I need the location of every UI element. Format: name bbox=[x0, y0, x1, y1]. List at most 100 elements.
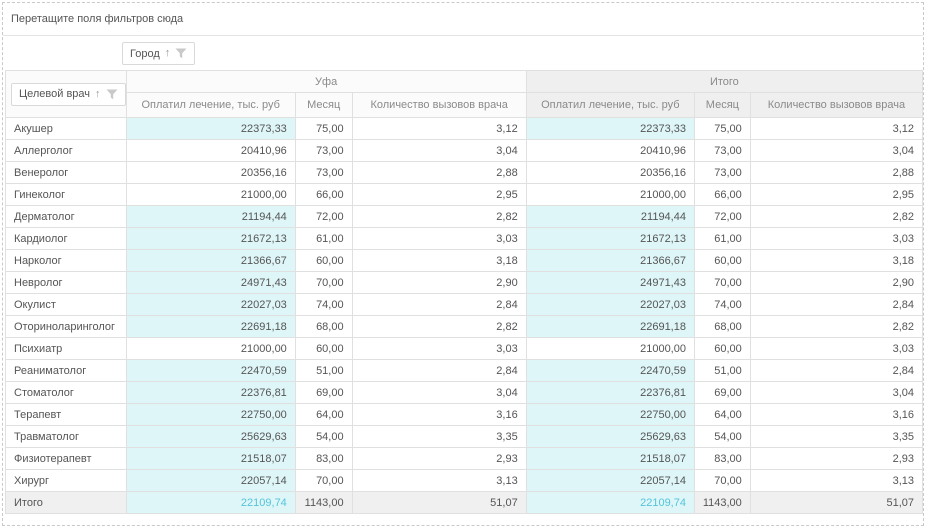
calls-cell-ufa[interactable]: 3,03 bbox=[351, 227, 527, 250]
paid-cell-total[interactable]: 22373,33 bbox=[525, 117, 695, 140]
calls-cell-ufa[interactable]: 2,82 bbox=[351, 315, 527, 338]
month-cell-total[interactable]: 72,00 bbox=[693, 205, 751, 228]
month-cell-total[interactable]: 70,00 bbox=[693, 271, 751, 294]
calls-cell-total[interactable]: 2,84 bbox=[749, 359, 924, 382]
paid-cell-ufa[interactable]: 25629,63 bbox=[125, 425, 296, 448]
calls-cell-ufa[interactable]: 2,88 bbox=[351, 161, 527, 184]
paid-cell-total[interactable]: 21366,67 bbox=[525, 249, 695, 272]
sort-ascending-icon[interactable]: ↑ bbox=[95, 87, 101, 100]
paid-cell-total[interactable]: 22750,00 bbox=[525, 403, 695, 426]
month-cell-ufa[interactable]: 61,00 bbox=[294, 227, 353, 250]
row-label-cell[interactable]: Кардиолог bbox=[5, 227, 127, 250]
calls-cell-total[interactable]: 3,04 bbox=[749, 381, 924, 404]
calls-cell-total[interactable]: 3,03 bbox=[749, 337, 924, 360]
row-label-cell[interactable]: Реаниматолог bbox=[5, 359, 127, 382]
paid-cell-ufa[interactable]: 21000,00 bbox=[125, 183, 296, 206]
month-cell-ufa[interactable]: 70,00 bbox=[294, 469, 353, 492]
calls-cell-total[interactable]: 2,90 bbox=[749, 271, 924, 294]
month-cell-ufa[interactable]: 72,00 bbox=[294, 205, 353, 228]
month-cell-ufa[interactable]: 60,00 bbox=[294, 337, 353, 360]
column-field-chip-city[interactable]: Город ↑ bbox=[122, 42, 196, 65]
paid-cell-total[interactable]: 22109,74 bbox=[525, 491, 695, 514]
filter-drop-zone[interactable]: Перетащите поля фильтров сюда bbox=[3, 3, 923, 36]
month-cell-total[interactable]: 60,00 bbox=[693, 249, 751, 272]
month-cell-total[interactable]: 69,00 bbox=[693, 381, 751, 404]
month-cell-total[interactable]: 61,00 bbox=[693, 227, 751, 250]
calls-cell-total[interactable]: 3,04 bbox=[749, 139, 924, 162]
calls-cell-total[interactable]: 3,16 bbox=[749, 403, 924, 426]
paid-cell-ufa[interactable]: 22470,59 bbox=[125, 359, 296, 382]
calls-cell-total[interactable]: 3,13 bbox=[749, 469, 924, 492]
paid-cell-ufa[interactable]: 22373,33 bbox=[125, 117, 296, 140]
calls-cell-ufa[interactable]: 3,03 bbox=[351, 337, 527, 360]
row-label-cell[interactable]: Стоматолог bbox=[5, 381, 127, 404]
paid-cell-total[interactable]: 22376,81 bbox=[525, 381, 695, 404]
month-cell-total[interactable]: 60,00 bbox=[693, 337, 751, 360]
paid-cell-ufa[interactable]: 22691,18 bbox=[125, 315, 296, 338]
calls-cell-total[interactable]: 3,12 bbox=[749, 117, 924, 140]
row-label-cell[interactable]: Дерматолог bbox=[5, 205, 127, 228]
month-cell-ufa[interactable]: 73,00 bbox=[294, 161, 353, 184]
row-label-cell[interactable]: Оториноларинголог bbox=[5, 315, 127, 338]
calls-cell-total[interactable]: 3,03 bbox=[749, 227, 924, 250]
paid-cell-total[interactable]: 22691,18 bbox=[525, 315, 695, 338]
calls-cell-ufa[interactable]: 3,04 bbox=[351, 381, 527, 404]
paid-cell-total[interactable]: 22027,03 bbox=[525, 293, 695, 316]
month-cell-total[interactable]: 64,00 bbox=[693, 403, 751, 426]
month-cell-total[interactable]: 73,00 bbox=[693, 139, 751, 162]
calls-cell-ufa[interactable]: 2,93 bbox=[351, 447, 527, 470]
month-cell-ufa[interactable]: 74,00 bbox=[294, 293, 353, 316]
month-cell-total[interactable]: 51,00 bbox=[693, 359, 751, 382]
paid-cell-total[interactable]: 20410,96 bbox=[525, 139, 695, 162]
calls-cell-total[interactable]: 2,95 bbox=[749, 183, 924, 206]
month-cell-total[interactable]: 66,00 bbox=[693, 183, 751, 206]
month-cell-total[interactable]: 73,00 bbox=[693, 161, 751, 184]
row-label-cell[interactable]: Венеролог bbox=[5, 161, 127, 184]
paid-cell-ufa[interactable]: 22750,00 bbox=[125, 403, 296, 426]
paid-cell-total[interactable]: 21518,07 bbox=[525, 447, 695, 470]
paid-cell-total[interactable]: 22470,59 bbox=[525, 359, 695, 382]
paid-cell-ufa[interactable]: 20356,16 bbox=[125, 161, 296, 184]
month-cell-ufa[interactable]: 66,00 bbox=[294, 183, 353, 206]
paid-cell-total[interactable]: 20356,16 bbox=[525, 161, 695, 184]
month-cell-total[interactable]: 74,00 bbox=[693, 293, 751, 316]
paid-cell-total[interactable]: 25629,63 bbox=[525, 425, 695, 448]
calls-cell-total[interactable]: 2,93 bbox=[749, 447, 924, 470]
month-cell-total[interactable]: 54,00 bbox=[693, 425, 751, 448]
month-cell-total[interactable]: 75,00 bbox=[693, 117, 751, 140]
month-cell-ufa[interactable]: 69,00 bbox=[294, 381, 353, 404]
paid-cell-ufa[interactable]: 22109,74 bbox=[125, 491, 296, 514]
row-label-cell[interactable]: Терапевт bbox=[5, 403, 127, 426]
row-field-chip-target-doctor[interactable]: Целевой врач ↑ bbox=[11, 82, 126, 106]
calls-cell-total[interactable]: 3,35 bbox=[749, 425, 924, 448]
paid-cell-total[interactable]: 21000,00 bbox=[525, 337, 695, 360]
column-fields-zone[interactable]: Город ↑ bbox=[3, 36, 923, 70]
calls-cell-ufa[interactable]: 3,35 bbox=[351, 425, 527, 448]
row-label-cell[interactable]: Физиотерапевт bbox=[5, 447, 127, 470]
calls-cell-total[interactable]: 2,82 bbox=[749, 315, 924, 338]
row-label-cell[interactable]: Акушер bbox=[5, 117, 127, 140]
month-cell-total[interactable]: 83,00 bbox=[693, 447, 751, 470]
paid-cell-total[interactable]: 21672,13 bbox=[525, 227, 695, 250]
month-cell-ufa[interactable]: 73,00 bbox=[294, 139, 353, 162]
calls-cell-ufa[interactable]: 3,04 bbox=[351, 139, 527, 162]
calls-cell-ufa[interactable]: 3,16 bbox=[351, 403, 527, 426]
paid-cell-ufa[interactable]: 21000,00 bbox=[125, 337, 296, 360]
month-cell-total[interactable]: 70,00 bbox=[693, 469, 751, 492]
calls-cell-ufa[interactable]: 2,95 bbox=[351, 183, 527, 206]
month-cell-ufa[interactable]: 75,00 bbox=[294, 117, 353, 140]
month-cell-ufa[interactable]: 51,00 bbox=[294, 359, 353, 382]
calls-cell-total[interactable]: 3,18 bbox=[749, 249, 924, 272]
paid-cell-ufa[interactable]: 22027,03 bbox=[125, 293, 296, 316]
row-label-cell[interactable]: Нарколог bbox=[5, 249, 127, 272]
filter-funnel-icon[interactable] bbox=[175, 48, 187, 59]
month-cell-ufa[interactable]: 60,00 bbox=[294, 249, 353, 272]
row-label-cell[interactable]: Хирург bbox=[5, 469, 127, 492]
calls-cell-total[interactable]: 51,07 bbox=[749, 491, 924, 514]
row-label-cell[interactable]: Гинеколог bbox=[5, 183, 127, 206]
calls-cell-ufa[interactable]: 2,84 bbox=[351, 293, 527, 316]
paid-cell-total[interactable]: 24971,43 bbox=[525, 271, 695, 294]
calls-cell-ufa[interactable]: 2,84 bbox=[351, 359, 527, 382]
month-cell-ufa[interactable]: 70,00 bbox=[294, 271, 353, 294]
calls-cell-total[interactable]: 2,88 bbox=[749, 161, 924, 184]
